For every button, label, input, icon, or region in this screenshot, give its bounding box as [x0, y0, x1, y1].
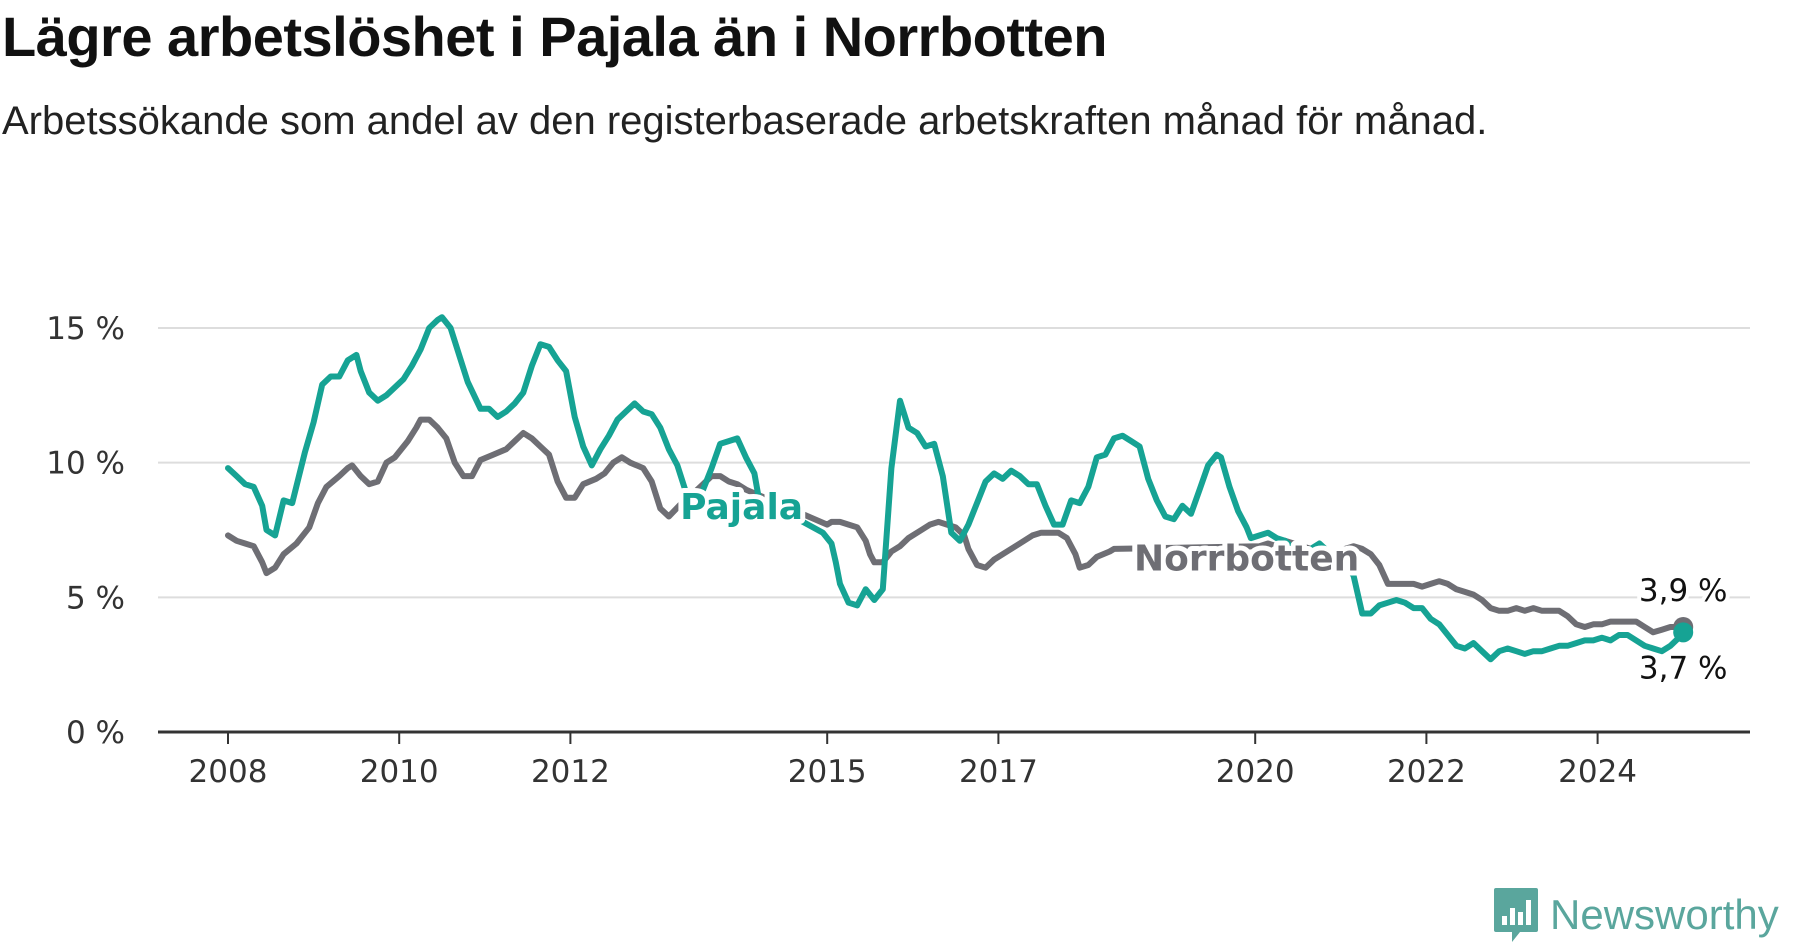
- series-line-pajala: [225, 314, 1687, 663]
- y-tick-label: 15 %: [46, 311, 125, 347]
- x-tick-label: 2017: [959, 754, 1038, 790]
- x-tick-label: 2022: [1387, 754, 1466, 790]
- bar-chart-icon: [1494, 888, 1538, 942]
- x-tick-label: 2024: [1558, 754, 1637, 790]
- x-tick-label: 2012: [531, 754, 610, 790]
- end-marker-pajala: [1673, 622, 1694, 643]
- grid-lines: [158, 327, 1750, 734]
- y-axis-ticks: 0 % 5 % 10 % 15 %: [46, 311, 125, 751]
- end-value-label-norrbotten: 3,9 %: [1639, 573, 1728, 609]
- series-label-norrbotten: Norrbotten: [1134, 538, 1359, 579]
- y-tick-label: 10 %: [46, 446, 125, 482]
- series-line-norrbotten: [225, 416, 1687, 636]
- newsworthy-logo: Newsworthy: [1492, 886, 1779, 944]
- end-value-label-pajala: 3,7 %: [1639, 650, 1728, 686]
- y-tick-label: 0 %: [66, 715, 125, 751]
- x-tick-label: 2010: [360, 754, 439, 790]
- series-lines: [225, 314, 1687, 663]
- x-tick-label: 2008: [189, 754, 268, 790]
- x-tick-label: 2015: [788, 754, 867, 790]
- brand-name: Newsworthy: [1550, 891, 1779, 938]
- series-label-pajala: Pajala: [680, 487, 803, 528]
- chart-title: Lägre arbetslöshet i Pajala än i Norrbot…: [2, 5, 1108, 68]
- x-axis-ticks: 2008 2010 2012 2015 2017 2020 2022 2024: [189, 732, 1637, 790]
- x-tick-label: 2020: [1216, 754, 1295, 790]
- y-tick-label: 5 %: [66, 580, 125, 616]
- series-labels: Pajala Norrbotten 3,9 % 3,7 %: [675, 482, 1731, 690]
- chart-subtitle: Arbetssökande som andel av den registerb…: [2, 99, 1488, 143]
